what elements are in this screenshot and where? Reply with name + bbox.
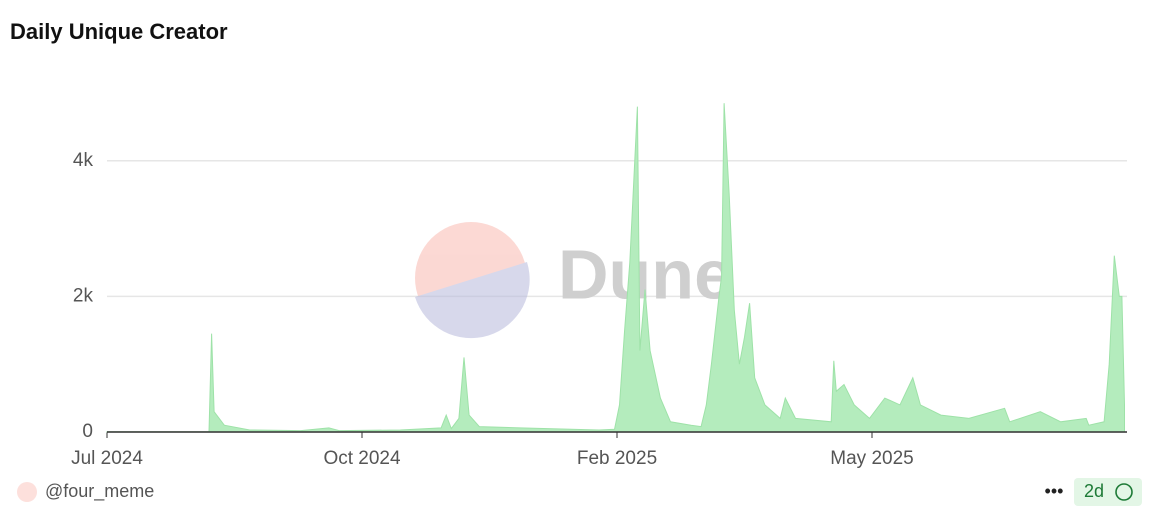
chart-title: Daily Unique Creator	[10, 19, 228, 44]
watermark-logo	[415, 262, 530, 339]
y-tick-label: 4k	[73, 150, 94, 171]
area	[106, 103, 1125, 433]
refresh-label: 2d	[1084, 481, 1104, 501]
author: @four_meme	[45, 481, 154, 502]
y-tick-label: 2k	[73, 285, 94, 306]
x-tick-label: Oct 2024	[323, 448, 401, 469]
refresh-icon	[1115, 483, 1133, 501]
refresh-badge[interactable]	[1074, 478, 1142, 506]
y-tick-label: 0	[82, 421, 93, 442]
x-tick-label: Feb 2025	[577, 448, 657, 469]
x-tick-label: May 2025	[830, 448, 913, 469]
watermark	[415, 222, 530, 339]
author-avatar	[17, 482, 37, 502]
menu-dots[interactable]: •••	[1045, 481, 1064, 501]
x-tick-label: Jul 2024	[71, 448, 143, 469]
